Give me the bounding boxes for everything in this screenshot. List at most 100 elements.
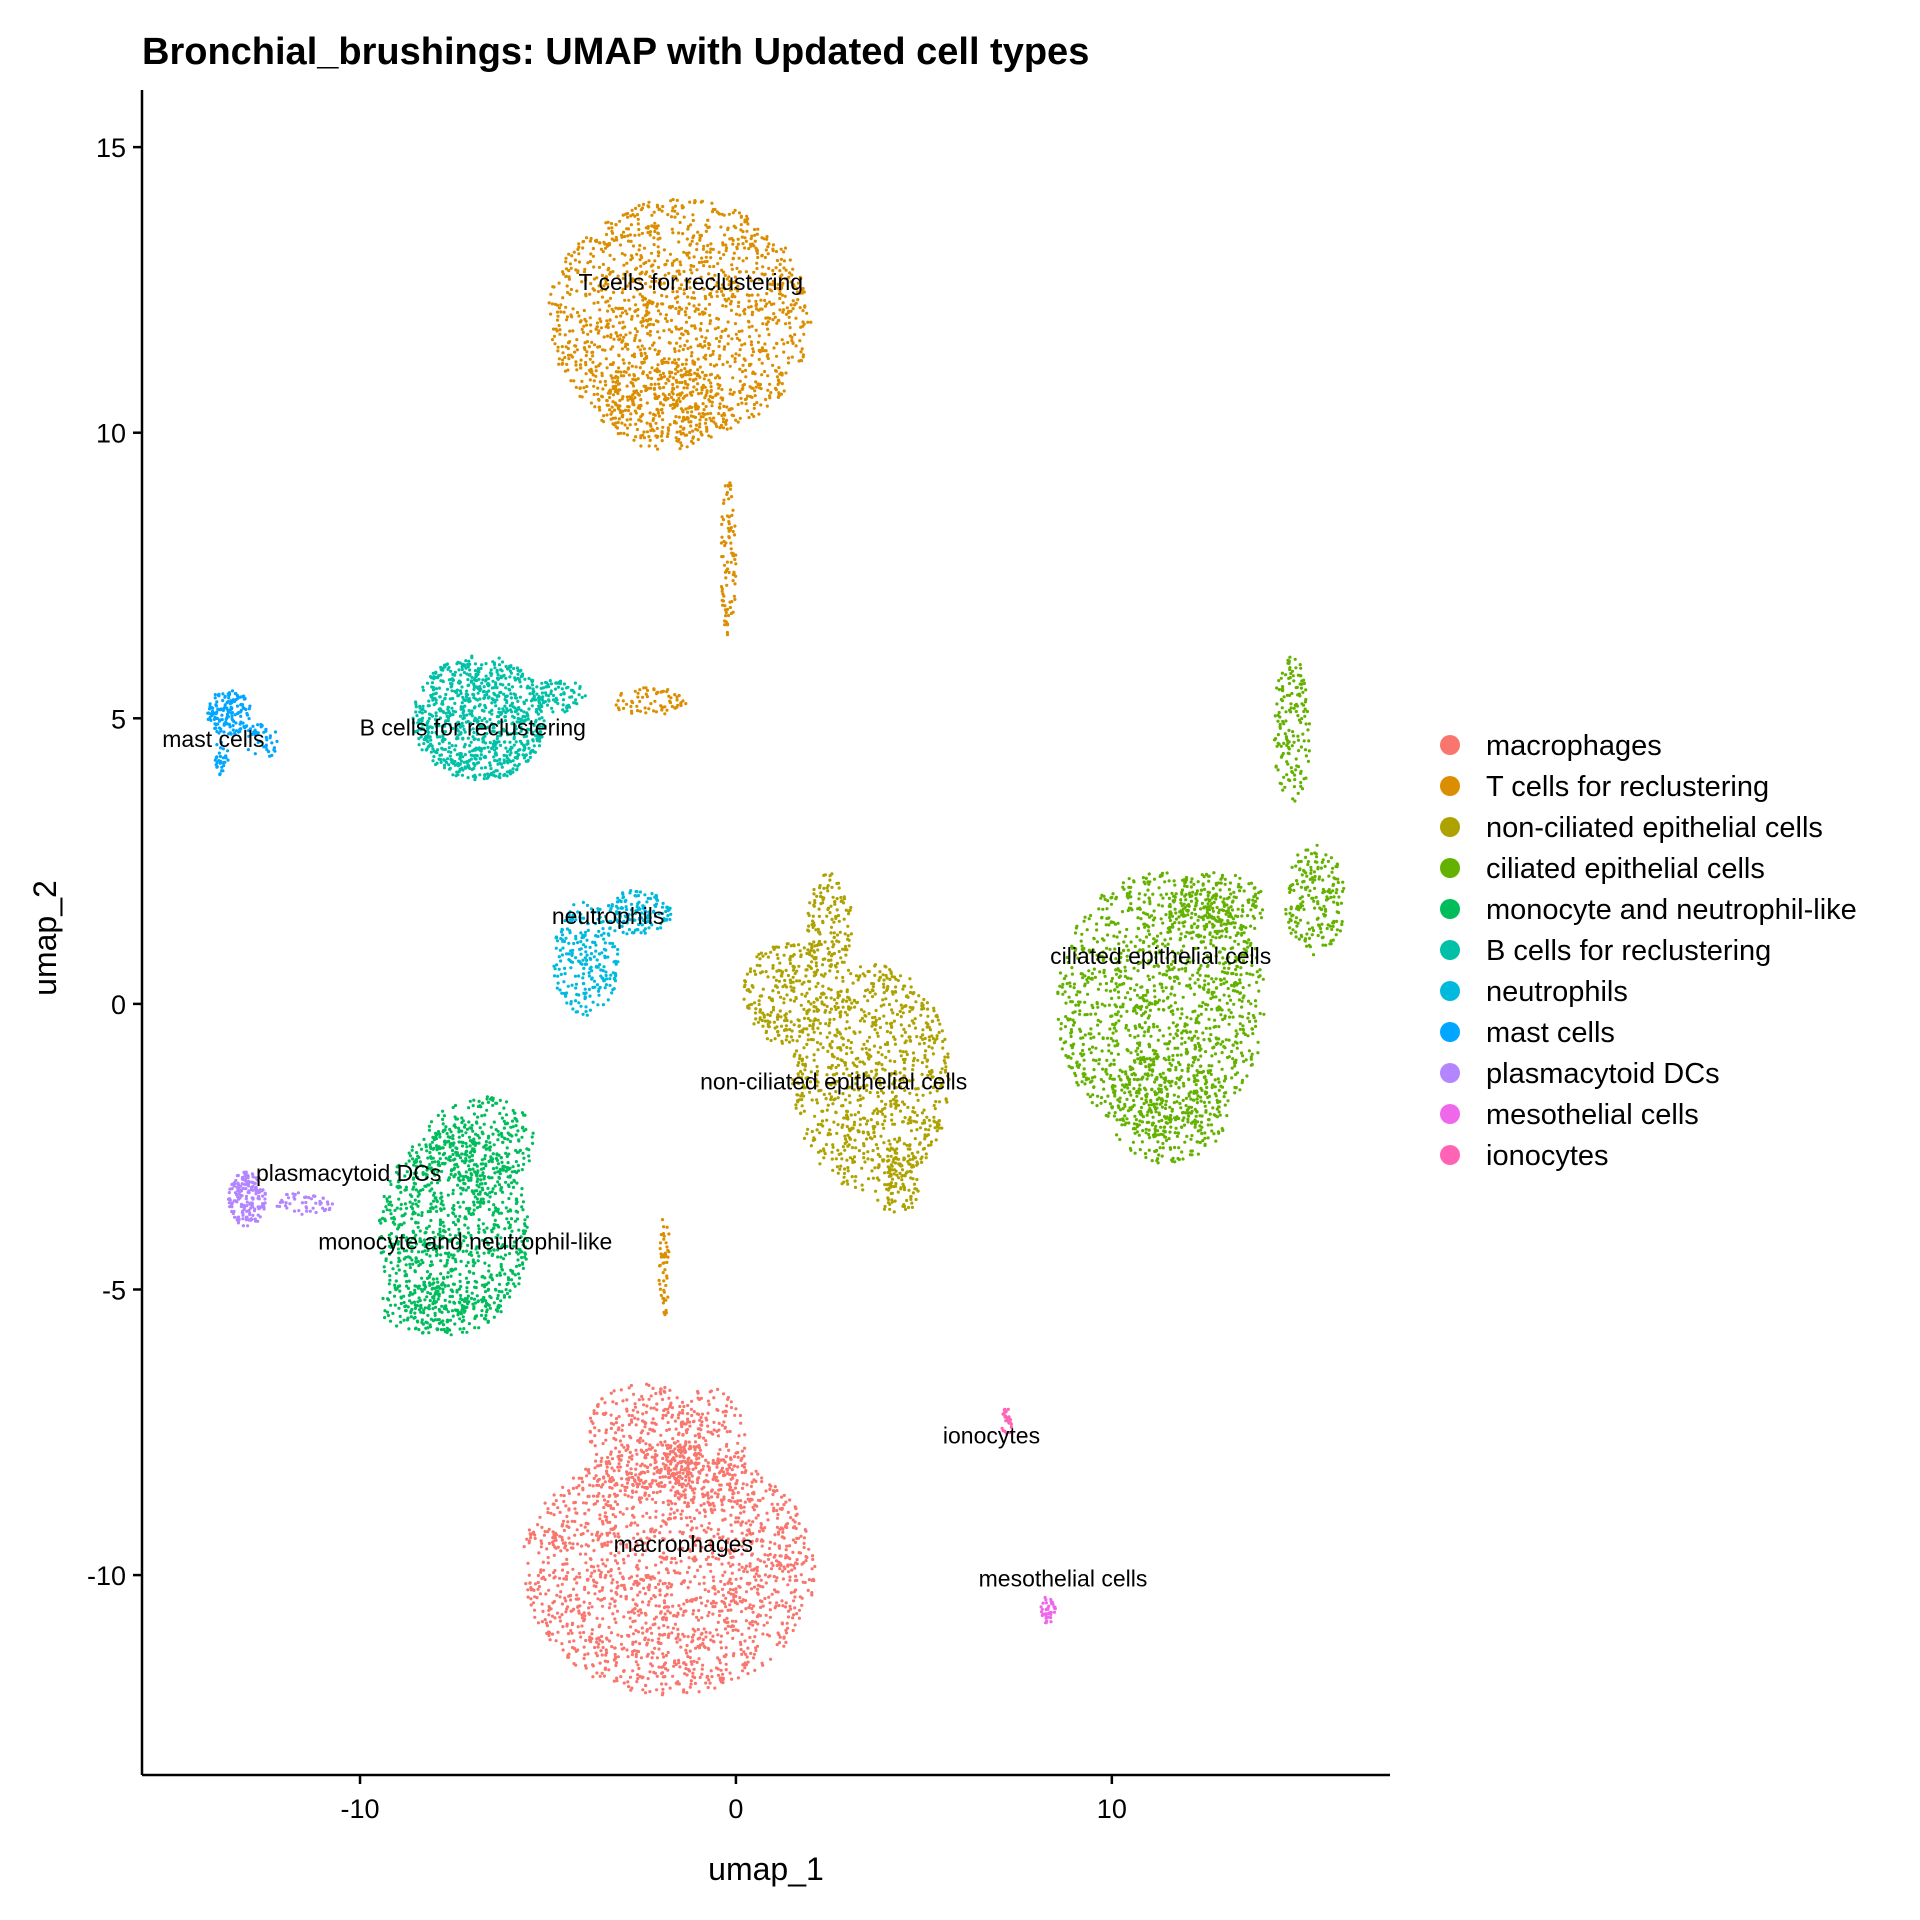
data-point — [689, 223, 693, 227]
data-point — [654, 1615, 659, 1619]
data-point — [679, 1445, 683, 1449]
data-point — [607, 226, 611, 230]
data-point — [723, 1627, 728, 1631]
data-point — [740, 235, 744, 239]
data-point — [751, 1639, 755, 1643]
data-point — [671, 1626, 676, 1630]
data-point — [845, 1013, 849, 1017]
data-point — [690, 1662, 694, 1666]
data-point — [724, 327, 728, 331]
data-point — [655, 1656, 660, 1660]
data-point — [723, 1570, 727, 1574]
data-point — [552, 285, 556, 289]
data-point — [751, 347, 755, 351]
data-point — [684, 1422, 688, 1426]
data-point — [609, 221, 614, 226]
data-point — [660, 361, 664, 366]
data-point — [584, 390, 588, 394]
data-point — [579, 1523, 583, 1527]
data-point — [673, 358, 677, 362]
data-point — [763, 369, 767, 374]
data-point — [691, 1612, 695, 1616]
data-point — [750, 1607, 754, 1611]
data-point — [723, 297, 727, 301]
data-point — [663, 1601, 667, 1605]
data-point — [673, 1502, 678, 1506]
data-point — [581, 1488, 585, 1492]
data-point — [666, 1411, 670, 1415]
points-layer — [206, 197, 1346, 1697]
data-point — [740, 1632, 744, 1636]
data-point — [595, 1654, 600, 1658]
data-point — [793, 333, 797, 337]
data-point — [633, 1405, 638, 1409]
data-point — [604, 1431, 608, 1435]
data-point — [691, 1500, 695, 1505]
data-point — [729, 1457, 733, 1461]
data-point — [600, 1653, 604, 1657]
data-point — [605, 1469, 609, 1473]
data-point — [786, 340, 790, 345]
data-point — [629, 1436, 633, 1440]
data-point — [547, 301, 551, 305]
data-point — [700, 335, 704, 339]
data-point — [710, 1510, 714, 1515]
data-point — [671, 382, 675, 387]
data-point — [545, 1631, 549, 1635]
data-point — [760, 361, 764, 365]
data-point — [704, 357, 708, 361]
data-point — [716, 392, 720, 396]
data-point — [652, 709, 656, 713]
data-point — [561, 1625, 565, 1629]
data-point — [606, 403, 611, 407]
data-point — [761, 1529, 765, 1533]
data-point — [636, 392, 640, 396]
data-point — [704, 1443, 708, 1447]
data-point — [843, 1167, 847, 1171]
data-point — [675, 393, 680, 397]
data-point — [736, 1441, 740, 1445]
data-point — [725, 405, 729, 409]
data-point — [604, 325, 608, 329]
data-point — [732, 251, 736, 255]
data-point — [649, 251, 654, 255]
data-point — [567, 252, 571, 256]
data-point — [870, 995, 875, 999]
data-point — [774, 249, 779, 254]
data-point — [706, 1464, 710, 1468]
data-point — [693, 1681, 698, 1685]
data-point — [813, 1564, 817, 1569]
data-point — [885, 988, 889, 993]
data-point — [886, 984, 890, 989]
data-point — [874, 1008, 878, 1013]
data-point — [637, 1666, 641, 1671]
data-point — [766, 252, 770, 256]
data-point — [652, 1429, 657, 1433]
data-point — [655, 1402, 659, 1406]
data-point — [743, 397, 748, 402]
data-point — [666, 1650, 670, 1655]
data-point — [716, 317, 721, 321]
data-point — [552, 1576, 556, 1580]
data-point — [734, 1407, 738, 1411]
data-point — [555, 1593, 559, 1597]
data-point — [666, 1443, 670, 1447]
data-point — [653, 1646, 657, 1650]
data-point — [701, 386, 705, 390]
data-point — [927, 1045, 931, 1049]
data-point — [606, 299, 610, 303]
data-point — [895, 1147, 899, 1151]
data-point — [622, 1615, 626, 1619]
data-point — [649, 382, 653, 387]
data-point — [723, 608, 728, 612]
data-point — [679, 703, 683, 708]
data-point — [785, 1525, 789, 1530]
data-point — [799, 325, 803, 329]
data-point — [772, 1509, 776, 1513]
data-point — [640, 344, 644, 348]
data-point — [727, 1448, 731, 1452]
data-point — [714, 1628, 719, 1632]
data-point — [847, 1143, 851, 1147]
data-point — [765, 404, 769, 408]
data-point — [595, 1581, 599, 1585]
